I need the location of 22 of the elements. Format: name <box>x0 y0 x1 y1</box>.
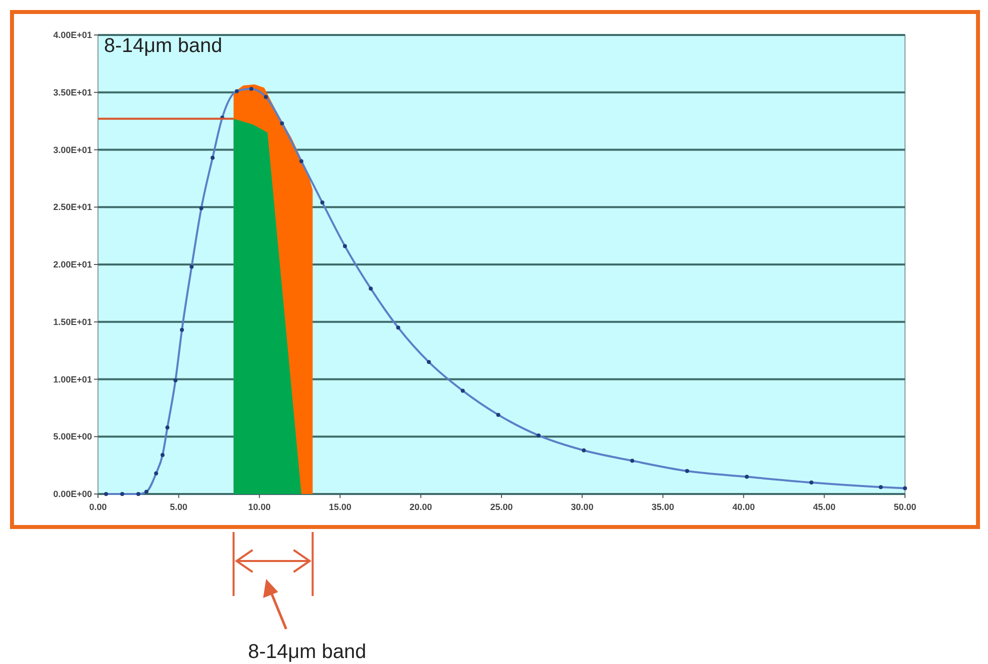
annotation: 8-14μm band <box>104 35 222 57</box>
x-tick-label: 30.00 <box>570 502 594 512</box>
x-tick-label: 0.00 <box>89 502 107 512</box>
x-tick-label: 35.00 <box>652 502 674 512</box>
y-tick-label: 4.00E+01 <box>53 30 92 40</box>
x-tick-label: 10.00 <box>248 502 271 512</box>
y-tick-label: 1.50E+01 <box>53 316 92 327</box>
y-tick-label: 1.00E+01 <box>53 374 92 384</box>
y-tick-label: 0.00E+00 <box>53 489 92 499</box>
x-tick-label: 15.00 <box>328 502 352 512</box>
y-tick-label: 3.50E+01 <box>53 87 92 98</box>
text: 8-14μm band <box>248 641 366 663</box>
x-tick-label: 40.00 <box>732 502 755 512</box>
x-tick-label: 45.00 <box>813 502 836 512</box>
x-tick-label: 25.00 <box>490 502 513 512</box>
x-tick-label: 20.00 <box>410 502 432 512</box>
y-tick-label: 2.50E+01 <box>53 202 92 212</box>
x-tick-label: 5.00 <box>170 502 188 512</box>
y-tick-label: 5.00E+00 <box>53 432 92 442</box>
y-tick-label: 2.00E+01 <box>53 260 92 270</box>
x-tick-label: 50.00 <box>894 502 916 512</box>
y-tick-label: 3.00E+01 <box>53 144 92 155</box>
